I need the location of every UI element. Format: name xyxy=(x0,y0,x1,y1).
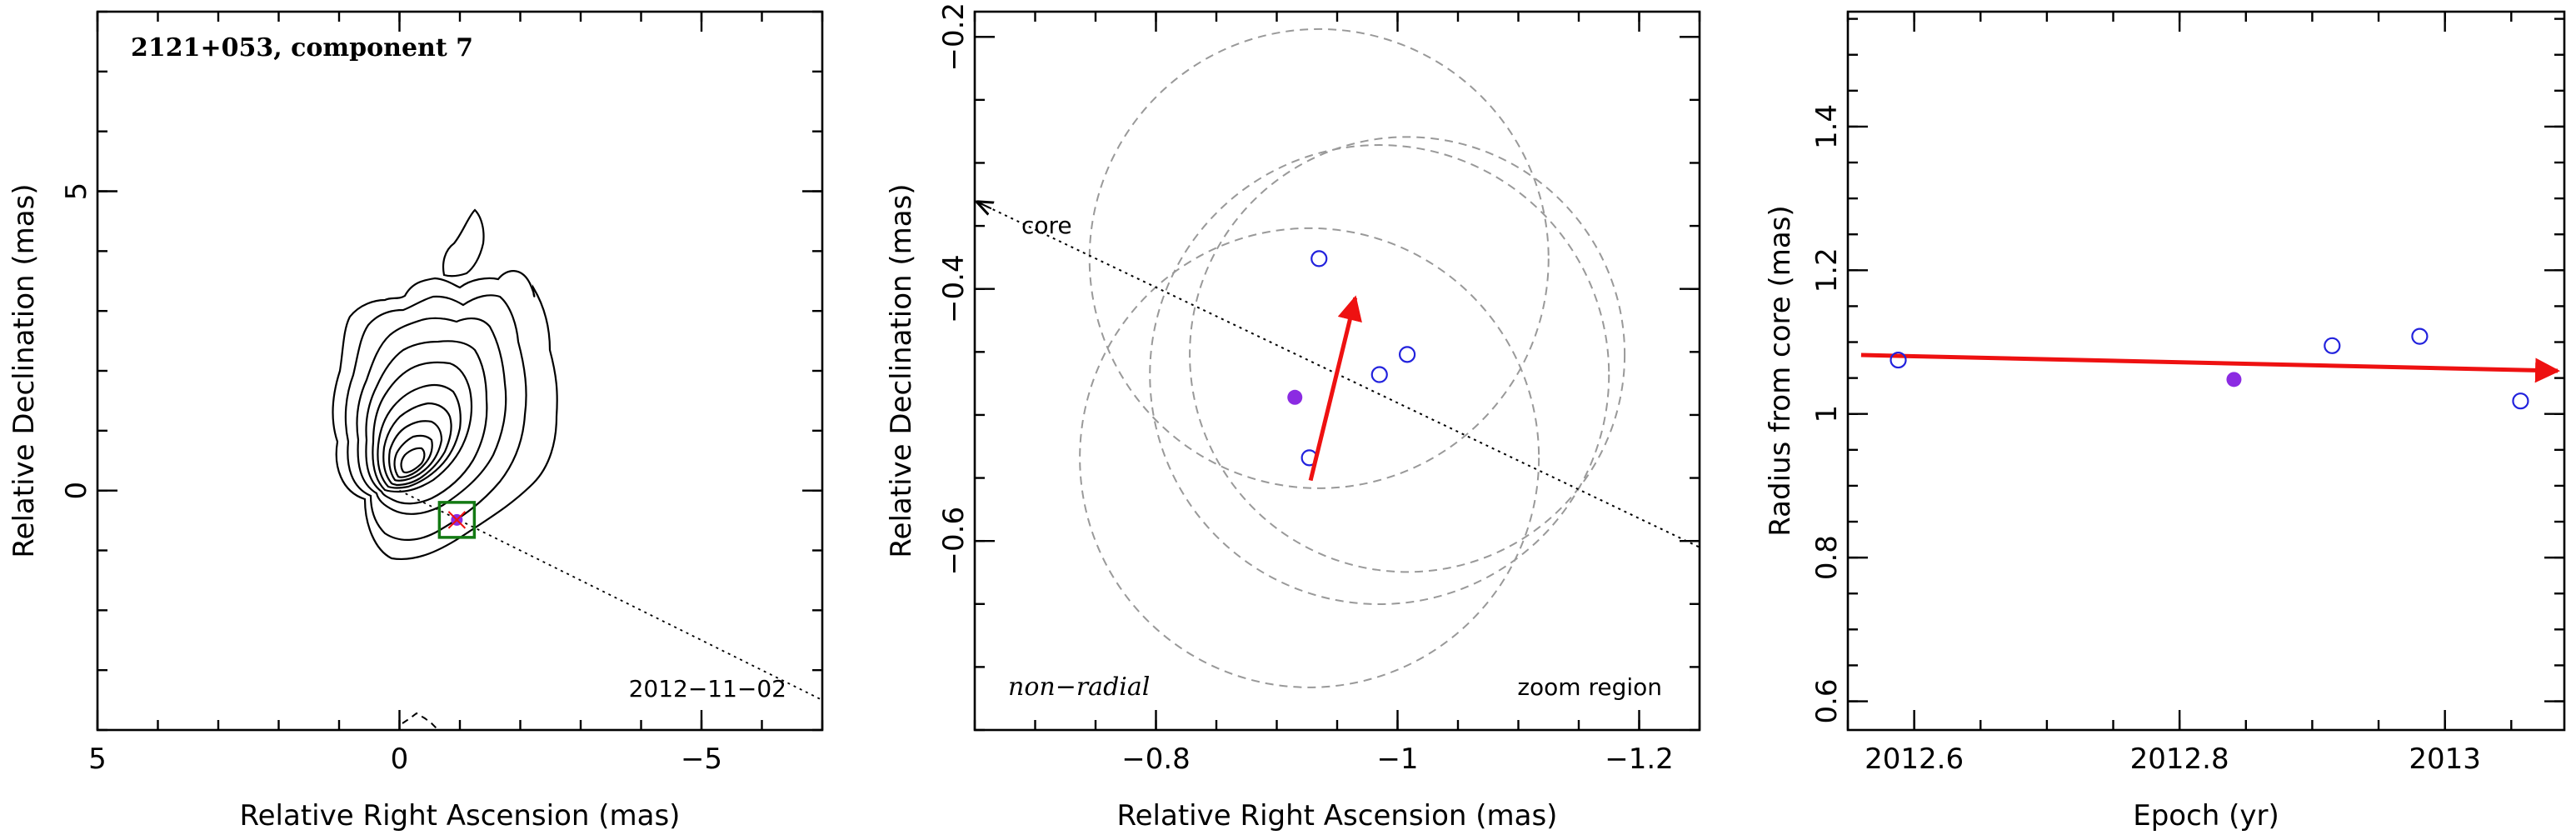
panel-3-ticks: 2012.6 2012.8 2013 0.6 0.8 1 1.2 1.4 xyxy=(1810,12,2564,776)
panel-1-title: 2121+053, component 7 xyxy=(131,33,473,62)
epoch-positions xyxy=(1287,250,1416,467)
panel-2-ylabel: Relative Declination (mas) xyxy=(885,183,918,558)
y-tick-label: −0.4 xyxy=(937,254,971,323)
epoch-point xyxy=(2512,392,2529,410)
x-tick-label: 2012.6 xyxy=(1865,742,1964,776)
x-tick-label: −0.8 xyxy=(1121,742,1191,776)
panel-3-frame xyxy=(1846,10,2566,732)
epoch-label: 2012−11−02 xyxy=(629,675,786,702)
y-tick-label: −0.6 xyxy=(937,507,971,576)
epoch-point xyxy=(1370,366,1388,383)
epoch-point xyxy=(1398,346,1416,363)
reference-epoch-point xyxy=(1287,389,1303,405)
core-label: core xyxy=(1021,212,1072,239)
error-circle xyxy=(1088,28,1550,489)
position-error-circles xyxy=(1079,28,1626,688)
reference-epoch-point xyxy=(2226,372,2242,388)
jet-direction-line xyxy=(399,489,823,701)
panel-1-xlabel: Relative Right Ascension (mas) xyxy=(240,799,681,832)
error-circle xyxy=(1079,227,1540,688)
error-circle xyxy=(1189,136,1626,573)
panel-3-radius-vs-epoch: 2012.6 2012.8 2013 0.6 0.8 1 1.2 1.4 Epoch (yr)… xyxy=(1764,10,2566,832)
x-tick-label: 2012.8 xyxy=(2130,742,2229,776)
y-tick-label: −0.2 xyxy=(937,2,971,72)
x-tick-label: 5 xyxy=(88,742,107,776)
panel-3-xlabel: Epoch (yr) xyxy=(2133,799,2279,832)
epoch-point xyxy=(2324,337,2341,354)
component-marker xyxy=(447,511,467,529)
epoch-radii xyxy=(1890,328,2529,410)
y-tick-label: 1.2 xyxy=(1810,248,1844,292)
y-tick-label: 5 xyxy=(60,182,93,201)
epoch-point xyxy=(2411,328,2429,345)
y-tick-label: 0.8 xyxy=(1810,535,1844,580)
non-radial-label: non−radial xyxy=(1008,672,1150,702)
component-cross xyxy=(447,511,467,529)
zoom-region-label: zoom region xyxy=(1517,673,1662,701)
component-box xyxy=(437,501,477,539)
epoch-point xyxy=(1890,351,1907,369)
error-circle xyxy=(1149,144,1610,606)
x-tick-label: 0 xyxy=(391,742,409,776)
epoch-point xyxy=(1310,250,1328,268)
y-tick-label: 0.6 xyxy=(1810,678,1844,723)
y-tick-label: 0 xyxy=(60,482,93,500)
panel-1-ticks: 5 0 −5 0 5 xyxy=(60,10,824,776)
y-tick-label: 1 xyxy=(1810,405,1844,423)
panel-2-ticks: −0.8 −1 −1.2 −0.6 −0.4 −0.2 xyxy=(937,2,1701,776)
x-tick-label: −1 xyxy=(1376,742,1418,776)
velocity-vector xyxy=(1308,295,1362,482)
panel-2-zoom-region: −0.8 −1 −1.2 −0.6 −0.4 −0.2 core non−radial z… xyxy=(885,2,1701,832)
x-tick-label: −5 xyxy=(681,742,722,776)
x-tick-label: −1.2 xyxy=(1605,742,1674,776)
x-tick-label: 2013 xyxy=(2409,742,2481,776)
radio-contours xyxy=(332,208,558,731)
panel-1-contour-map: 5 0 −505 2121+053, component 7 2012−11−02 … xyxy=(7,10,824,832)
core-direction-arrow xyxy=(978,202,991,209)
panel-3-ylabel: Radius from core (mas) xyxy=(1764,205,1797,536)
y-tick-label: 1.4 xyxy=(1810,104,1844,149)
radial-trend-vector xyxy=(1860,352,2561,383)
panel-1-ylabel: Relative Declination (mas) xyxy=(7,183,41,558)
panel-2-xlabel: Relative Right Ascension (mas) xyxy=(1117,799,1558,832)
